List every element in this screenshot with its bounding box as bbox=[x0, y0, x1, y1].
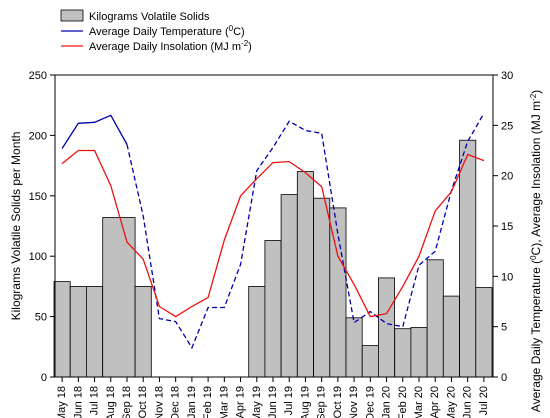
y-axis-title: Kilograms Volatile Solids per Month bbox=[9, 132, 23, 321]
x-tick-label: Jun 20 bbox=[462, 386, 474, 418]
x-tick-label: Nov 18 bbox=[153, 386, 165, 418]
x-tick-label: Jul 18 bbox=[89, 386, 101, 415]
legend-label: Average Daily Temperature (0C) bbox=[89, 24, 245, 39]
x-tick-label: Apr 20 bbox=[429, 386, 441, 418]
temperature-series bbox=[61, 112, 485, 350]
bar bbox=[53, 281, 71, 378]
x-tick-label: Feb 20 bbox=[397, 386, 409, 418]
x-tick-label: Sep 19 bbox=[316, 386, 328, 418]
legend-label-part: -2 bbox=[241, 39, 249, 48]
x-tick-label: Jan 20 bbox=[381, 386, 393, 418]
bar bbox=[313, 197, 331, 378]
bar bbox=[69, 285, 87, 378]
x-tick-label: Nov 19 bbox=[348, 386, 360, 418]
y2-tick-label: 0 bbox=[501, 372, 507, 384]
y2-axis-title-part: C), Average Insolation (MJ m bbox=[529, 101, 543, 256]
y-tick-label: 200 bbox=[29, 130, 47, 142]
series-line bbox=[61, 149, 485, 318]
x-tick-label: Dec 19 bbox=[364, 386, 376, 418]
x-tick-label: Jun 18 bbox=[72, 386, 84, 418]
x-tick-label: Mar 20 bbox=[413, 386, 425, 418]
legend-label-part: Average Daily Insolation (MJ m bbox=[89, 41, 241, 53]
x-tick-label: Oct 19 bbox=[332, 386, 344, 418]
bar bbox=[86, 285, 104, 378]
y2-tick-label: 25 bbox=[501, 120, 513, 132]
legend-label-part: C) bbox=[233, 26, 245, 38]
y2-tick-label: 15 bbox=[501, 221, 513, 233]
bar bbox=[426, 259, 444, 378]
y-tick-label: 0 bbox=[41, 372, 47, 384]
bar bbox=[377, 277, 395, 378]
legend-swatch-bar bbox=[60, 9, 84, 22]
bar bbox=[102, 217, 136, 378]
y2-tick-label: 5 bbox=[501, 322, 507, 334]
x-tick-label: May 20 bbox=[445, 386, 457, 418]
x-axis: May 18 Jun 18 Jul 18 Aug 18 Sep 18 Oct 18 Nov … bbox=[56, 377, 490, 418]
insolation-series bbox=[61, 149, 485, 318]
x-tick-label: Feb 19 bbox=[202, 386, 214, 418]
y-tick-label: 250 bbox=[29, 70, 47, 82]
x-tick-label: Mar 19 bbox=[218, 386, 230, 418]
y-tick-label: 100 bbox=[29, 251, 47, 263]
y2-tick-label: 20 bbox=[501, 171, 513, 183]
bar bbox=[361, 345, 379, 378]
x-tick-label: Jul 20 bbox=[478, 386, 490, 415]
x-tick-label: Oct 18 bbox=[137, 386, 149, 418]
y2-axis-title-part: -2 bbox=[529, 93, 538, 101]
legend-label-part: ) bbox=[248, 41, 252, 53]
series-line bbox=[61, 114, 128, 149]
y-tick-label: 50 bbox=[35, 312, 47, 324]
bar bbox=[345, 317, 363, 378]
x-tick-label: Apr 19 bbox=[235, 386, 247, 418]
y2-tick-label: 30 bbox=[501, 70, 513, 82]
x-tick-label: Aug 19 bbox=[299, 386, 311, 418]
x-tick-label: May 19 bbox=[251, 386, 263, 418]
y2-tick-label: 10 bbox=[501, 271, 513, 283]
bar bbox=[264, 240, 282, 378]
legend-label-part: Average Daily Temperature ( bbox=[89, 26, 229, 38]
bar bbox=[296, 171, 314, 378]
y2-axis-title-part: ) bbox=[529, 90, 543, 94]
legend-label: Kilograms Volatile Solids bbox=[89, 11, 210, 23]
legend-label: Average Daily Insolation (MJ m-2) bbox=[89, 39, 252, 54]
bar bbox=[280, 194, 298, 378]
x-tick-label: Aug 18 bbox=[105, 386, 117, 418]
bar bbox=[459, 139, 477, 378]
y2-axis-title-part: Average Daily Temperature ( bbox=[529, 260, 543, 412]
y2-axis-title-part: 0 bbox=[529, 255, 538, 260]
y2-axis-title: Average Daily Temperature (0C), Average … bbox=[529, 90, 544, 412]
y-axis-left: 0 50 100 150 200 250 bbox=[29, 70, 55, 384]
x-tick-label: May 18 bbox=[56, 386, 68, 418]
x-tick-label: Dec 18 bbox=[170, 386, 182, 418]
bar bbox=[442, 295, 460, 378]
x-tick-label: Jan 19 bbox=[186, 386, 198, 418]
x-tick-label: Jun 19 bbox=[267, 386, 279, 418]
bar bbox=[394, 328, 412, 378]
x-tick-label: Jul 19 bbox=[283, 386, 295, 415]
bar bbox=[475, 287, 493, 378]
y-tick-label: 150 bbox=[29, 191, 47, 203]
bar bbox=[134, 285, 152, 378]
legend-label-part: 0 bbox=[229, 24, 234, 33]
x-tick-label: Sep 18 bbox=[121, 386, 133, 418]
bar bbox=[248, 285, 266, 378]
bar bbox=[410, 327, 428, 378]
y-axis-right: 0 5 10 15 20 25 30 bbox=[493, 70, 513, 384]
